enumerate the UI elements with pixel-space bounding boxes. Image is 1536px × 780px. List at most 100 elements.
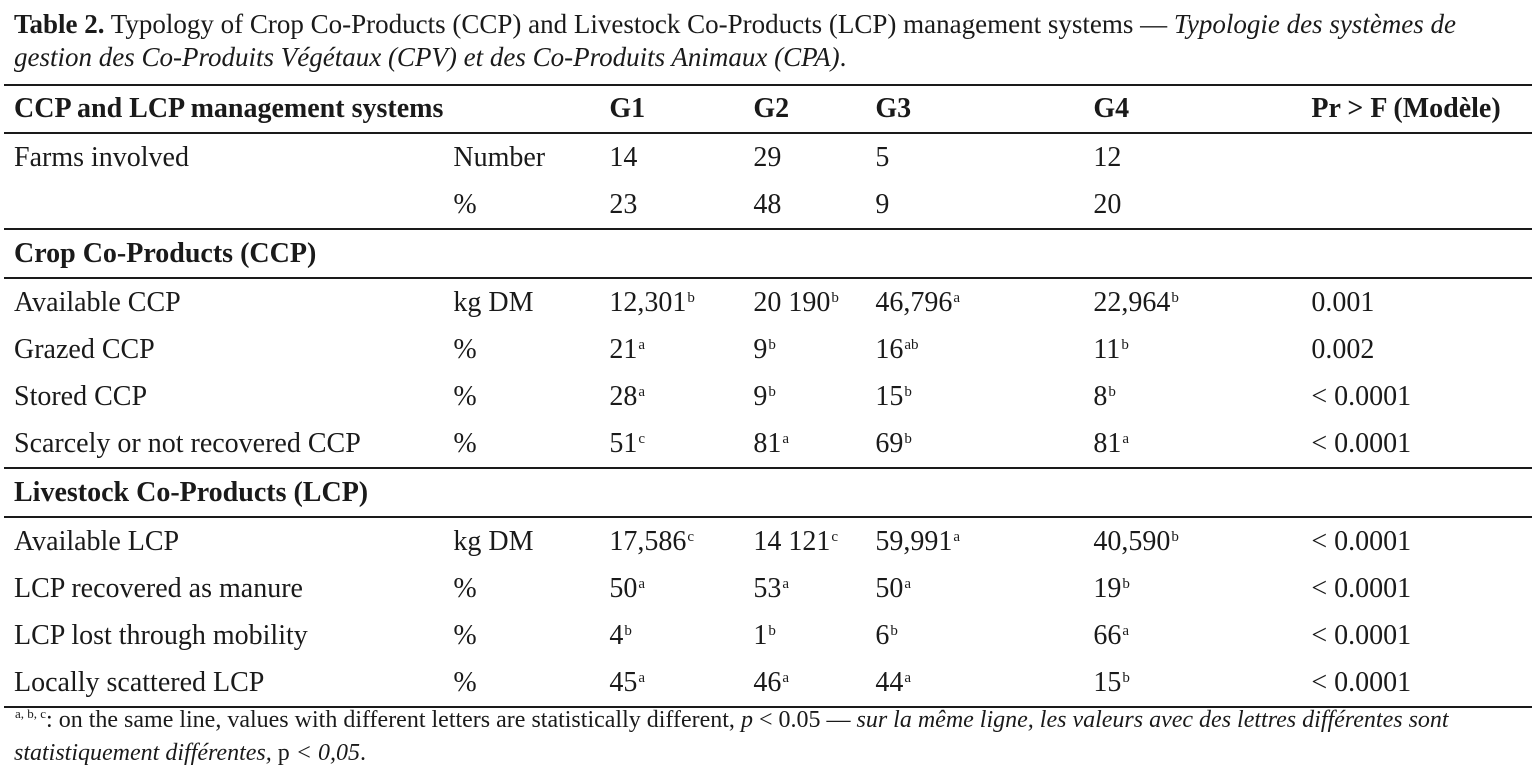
cell-g3-value: 59,991 bbox=[875, 525, 953, 557]
cell-g1: 14 bbox=[599, 133, 743, 181]
cell-g2-significance-letter: b bbox=[768, 336, 776, 353]
cell-pr: < 0.0001 bbox=[1301, 659, 1532, 707]
cell-g4: 11b bbox=[1083, 326, 1301, 373]
cell-g3: 46,796a bbox=[865, 278, 1083, 326]
cell-g2: 46a bbox=[743, 659, 865, 707]
cell-g3: 6b bbox=[865, 612, 1083, 659]
cell-g3-significance-letter: a bbox=[953, 528, 961, 545]
cell-g3-significance-letter: a bbox=[904, 575, 912, 592]
cell-g1: 28a bbox=[599, 373, 743, 420]
cell-g4-value: 66 bbox=[1093, 619, 1122, 651]
row-label-value: Grazed CCP bbox=[14, 333, 155, 365]
row-unit-value: % bbox=[453, 380, 477, 412]
row-label-value: Locally scattered LCP bbox=[14, 666, 265, 698]
cell-g3-value: 9 bbox=[875, 188, 890, 220]
cell-g3-significance-letter: b bbox=[904, 383, 912, 400]
cell-g1: 23 bbox=[599, 181, 743, 229]
cell-g3-value: 69 bbox=[875, 427, 904, 459]
cell-g2: 48 bbox=[743, 181, 865, 229]
cell-g4-significance-letter: b bbox=[1121, 336, 1129, 353]
cell-g4-value: 19 bbox=[1093, 572, 1122, 604]
row-label-value: Farms involved bbox=[14, 141, 189, 173]
cell-g1-significance-letter: a bbox=[638, 669, 646, 686]
row-label: Scarcely or not recovered CCP bbox=[4, 420, 443, 468]
cell-g4-significance-letter: b bbox=[1122, 669, 1130, 686]
table-row: LCP recovered as manure% 50a 53a 50a 19b < 0.… bbox=[4, 565, 1532, 612]
caption-title-en: Typology of Crop Co-Products (CCP) and L… bbox=[104, 9, 1174, 39]
cell-g1-value: 28 bbox=[609, 380, 638, 412]
footnote-p-en: p bbox=[740, 707, 753, 733]
section-header-lcp-title: Livestock Co-Products (LCP) bbox=[14, 476, 369, 508]
cell-g3-value: 15 bbox=[875, 380, 904, 412]
data-table: CCP and LCP management systems G1 G2 G3 … bbox=[4, 84, 1532, 708]
cell-g2: 29 bbox=[743, 133, 865, 181]
cell-g3-significance-letter: ab bbox=[904, 336, 919, 353]
row-label-value: Scarcely or not recovered CCP bbox=[14, 427, 361, 459]
header-g1: G1 bbox=[609, 93, 646, 124]
row-label: Available LCP bbox=[4, 517, 443, 565]
cell-g4: 40,590b bbox=[1083, 517, 1301, 565]
footnote-end: . bbox=[359, 740, 366, 766]
cell-g3-value: 6 bbox=[875, 619, 890, 651]
cell-g4-value: 8 bbox=[1093, 380, 1108, 412]
cell-g1: 12,301b bbox=[599, 278, 743, 326]
footnote-threshold-fr: < 0,05 bbox=[289, 740, 360, 766]
cell-g3-significance-letter: b bbox=[890, 622, 898, 639]
cell-g2-value: 53 bbox=[753, 572, 782, 604]
cell-g4: 22,964b bbox=[1083, 278, 1301, 326]
caption-label: Table 2. bbox=[14, 9, 105, 39]
header-g2: G2 bbox=[753, 93, 790, 124]
cell-g3-significance-letter: a bbox=[904, 669, 912, 686]
cell-g1-significance-letter: b bbox=[624, 622, 632, 639]
cell-g1-significance-letter: b bbox=[687, 289, 695, 306]
cell-g2-value: 1 bbox=[753, 619, 768, 651]
cell-g2-value: 48 bbox=[753, 188, 782, 220]
cell-g2-value: 20 190 bbox=[753, 286, 831, 318]
row-unit-value: Number bbox=[453, 141, 546, 173]
row-label: Grazed CCP bbox=[4, 326, 443, 373]
cell-g2-significance-letter: a bbox=[782, 575, 790, 592]
cell-g3-value: 16 bbox=[875, 333, 904, 365]
cell-g1: 21a bbox=[599, 326, 743, 373]
cell-g4-value: 15 bbox=[1093, 666, 1122, 698]
cell-g2: 1b bbox=[743, 612, 865, 659]
table-body: CCP and LCP management systems G1 G2 G3 … bbox=[4, 85, 1532, 707]
cell-g4-value: 40,590 bbox=[1093, 525, 1171, 557]
cell-g3: 9 bbox=[865, 181, 1083, 229]
cell-g2-significance-letter: b bbox=[768, 383, 776, 400]
cell-pr: < 0.0001 bbox=[1301, 373, 1532, 420]
cell-pr: < 0.0001 bbox=[1301, 612, 1532, 659]
cell-g1-value: 4 bbox=[609, 619, 624, 651]
cell-g4: 12 bbox=[1083, 133, 1301, 181]
cell-g2-value: 9 bbox=[753, 380, 768, 412]
caption-end: . bbox=[839, 42, 847, 72]
cell-g4: 20 bbox=[1083, 181, 1301, 229]
cell-g4-value: 22,964 bbox=[1093, 286, 1171, 318]
cell-pr-value: < 0.0001 bbox=[1311, 572, 1412, 604]
cell-g2: 53a bbox=[743, 565, 865, 612]
cell-g1-value: 17,586 bbox=[609, 525, 687, 557]
cell-g4: 66a bbox=[1083, 612, 1301, 659]
cell-pr-value: < 0.0001 bbox=[1311, 380, 1412, 412]
cell-g1: 17,586c bbox=[599, 517, 743, 565]
row-label: Stored CCP bbox=[4, 373, 443, 420]
table-row: % 23 48 9 20 bbox=[4, 181, 1532, 229]
cell-pr-value: 0.002 bbox=[1311, 333, 1375, 365]
cell-pr-value: 0.001 bbox=[1311, 286, 1375, 318]
section-header-ccp-title: Crop Co-Products (CCP) bbox=[14, 237, 317, 269]
cell-g3-significance-letter: b bbox=[904, 430, 912, 447]
cell-g3: 50a bbox=[865, 565, 1083, 612]
cell-pr: < 0.0001 bbox=[1301, 420, 1532, 468]
cell-g4-value: 11 bbox=[1093, 333, 1121, 365]
cell-g2-significance-letter: b bbox=[768, 622, 776, 639]
table-row: Scarcely or not recovered CCP% 51c 81a 69b 8… bbox=[4, 420, 1532, 468]
cell-g4-significance-letter: b bbox=[1171, 289, 1179, 306]
table-caption: Table 2. Typology of Crop Co-Products (C… bbox=[14, 8, 1526, 74]
footnote-marks: a, b, c bbox=[15, 706, 47, 721]
row-unit: % bbox=[443, 326, 599, 373]
caption-title-fr: Typologie des systèmes de gestion des Co… bbox=[14, 9, 1457, 72]
table-row: Farms involved Number 14 29 5 12 bbox=[4, 133, 1532, 181]
cell-g1-value: 45 bbox=[609, 666, 638, 698]
row-unit-value: % bbox=[453, 572, 477, 604]
row-label: Farms involved bbox=[4, 133, 443, 181]
